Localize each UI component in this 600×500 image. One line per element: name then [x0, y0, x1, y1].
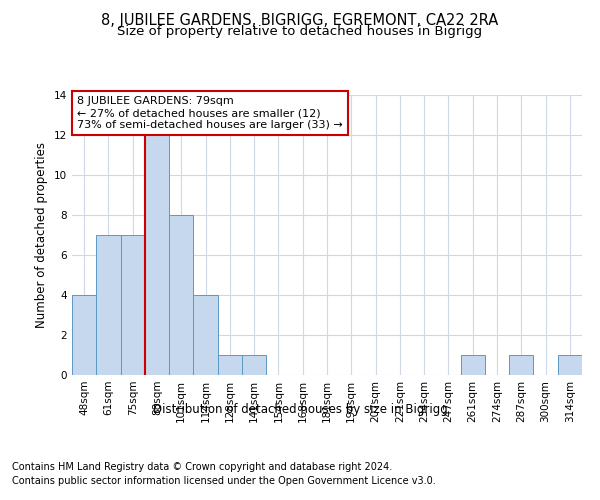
Text: 8, JUBILEE GARDENS, BIGRIGG, EGREMONT, CA22 2RA: 8, JUBILEE GARDENS, BIGRIGG, EGREMONT, C… [101, 12, 499, 28]
Bar [461, 355, 485, 375]
Bar [169, 215, 193, 375]
Text: Contains public sector information licensed under the Open Government Licence v3: Contains public sector information licen… [12, 476, 436, 486]
Text: 8 JUBILEE GARDENS: 79sqm
← 27% of detached houses are smaller (12)
73% of semi-d: 8 JUBILEE GARDENS: 79sqm ← 27% of detach… [77, 96, 343, 130]
Bar [558, 355, 582, 375]
Bar [121, 235, 145, 375]
Bar [145, 135, 169, 375]
Bar [218, 355, 242, 375]
Bar [72, 295, 96, 375]
Y-axis label: Number of detached properties: Number of detached properties [35, 142, 49, 328]
Bar [509, 355, 533, 375]
Bar [242, 355, 266, 375]
Bar [96, 235, 121, 375]
Text: Distribution of detached houses by size in Bigrigg: Distribution of detached houses by size … [152, 402, 448, 415]
Bar [193, 295, 218, 375]
Text: Contains HM Land Registry data © Crown copyright and database right 2024.: Contains HM Land Registry data © Crown c… [12, 462, 392, 472]
Text: Size of property relative to detached houses in Bigrigg: Size of property relative to detached ho… [118, 25, 482, 38]
